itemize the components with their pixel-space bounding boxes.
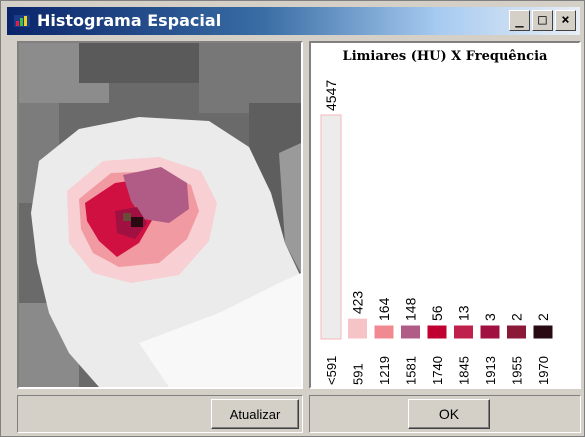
bin-threshold-label: 1955 xyxy=(510,356,525,385)
spatial-map-image xyxy=(19,43,301,387)
window-controls: _ □ × xyxy=(509,10,576,31)
bin-threshold-label: 1581 xyxy=(404,356,419,385)
bar-value-label: 3 xyxy=(482,313,498,321)
app-icon xyxy=(14,15,30,27)
histogram-bar xyxy=(506,324,527,340)
update-button[interactable]: Atualizar xyxy=(211,399,299,429)
histogram-bars: 4547 <591 423 591 164 1219 148 1581 56 1740 13 1845… xyxy=(320,80,554,385)
bin-threshold-label: 591 xyxy=(351,363,366,385)
histogram-bar xyxy=(426,324,448,340)
right-button-bar: OK xyxy=(309,395,581,433)
left-button-bar: Atualizar xyxy=(17,395,303,433)
maximize-button[interactable]: □ xyxy=(532,10,553,31)
bin-threshold-label: 1913 xyxy=(483,356,498,385)
minimize-button[interactable]: _ xyxy=(509,10,530,31)
histogram-bar xyxy=(347,317,368,340)
chart-title: Limiares (HU) X Frequência xyxy=(342,49,548,64)
bar-value-label: 13 xyxy=(456,305,472,321)
bar-value-label: 2 xyxy=(535,313,551,321)
histogram-bar xyxy=(373,324,395,340)
close-button[interactable]: × xyxy=(555,10,576,31)
bar-value-label: 164 xyxy=(376,297,392,321)
bar-value-label: 4547 xyxy=(323,80,339,111)
bin-threshold-label: 1740 xyxy=(430,356,445,385)
title-bar[interactable]: Histograma Espacial _ □ × xyxy=(7,7,580,35)
bar-value-label: 56 xyxy=(429,305,445,321)
bar-value-label: 148 xyxy=(403,297,419,321)
spatial-map-view[interactable] xyxy=(17,41,303,389)
bin-threshold-label: 1845 xyxy=(457,356,472,385)
bin-threshold-label: 1970 xyxy=(536,356,551,385)
window-title: Histograma Espacial xyxy=(37,11,222,30)
histogram-chart: Limiares (HU) X Frequência 4547 <591 423 59… xyxy=(309,41,581,389)
bin-threshold-label: <591 xyxy=(324,356,339,385)
bar-value-label: 2 xyxy=(509,313,525,321)
histogram-bar xyxy=(453,324,474,340)
histogram-bar xyxy=(400,324,421,340)
histogram-bar xyxy=(532,324,554,340)
ok-button[interactable]: OK xyxy=(408,399,490,429)
histogram-bar xyxy=(479,324,501,340)
histogram-bar xyxy=(320,114,342,340)
bar-value-label: 423 xyxy=(350,291,366,315)
bin-threshold-label: 1219 xyxy=(377,356,392,385)
